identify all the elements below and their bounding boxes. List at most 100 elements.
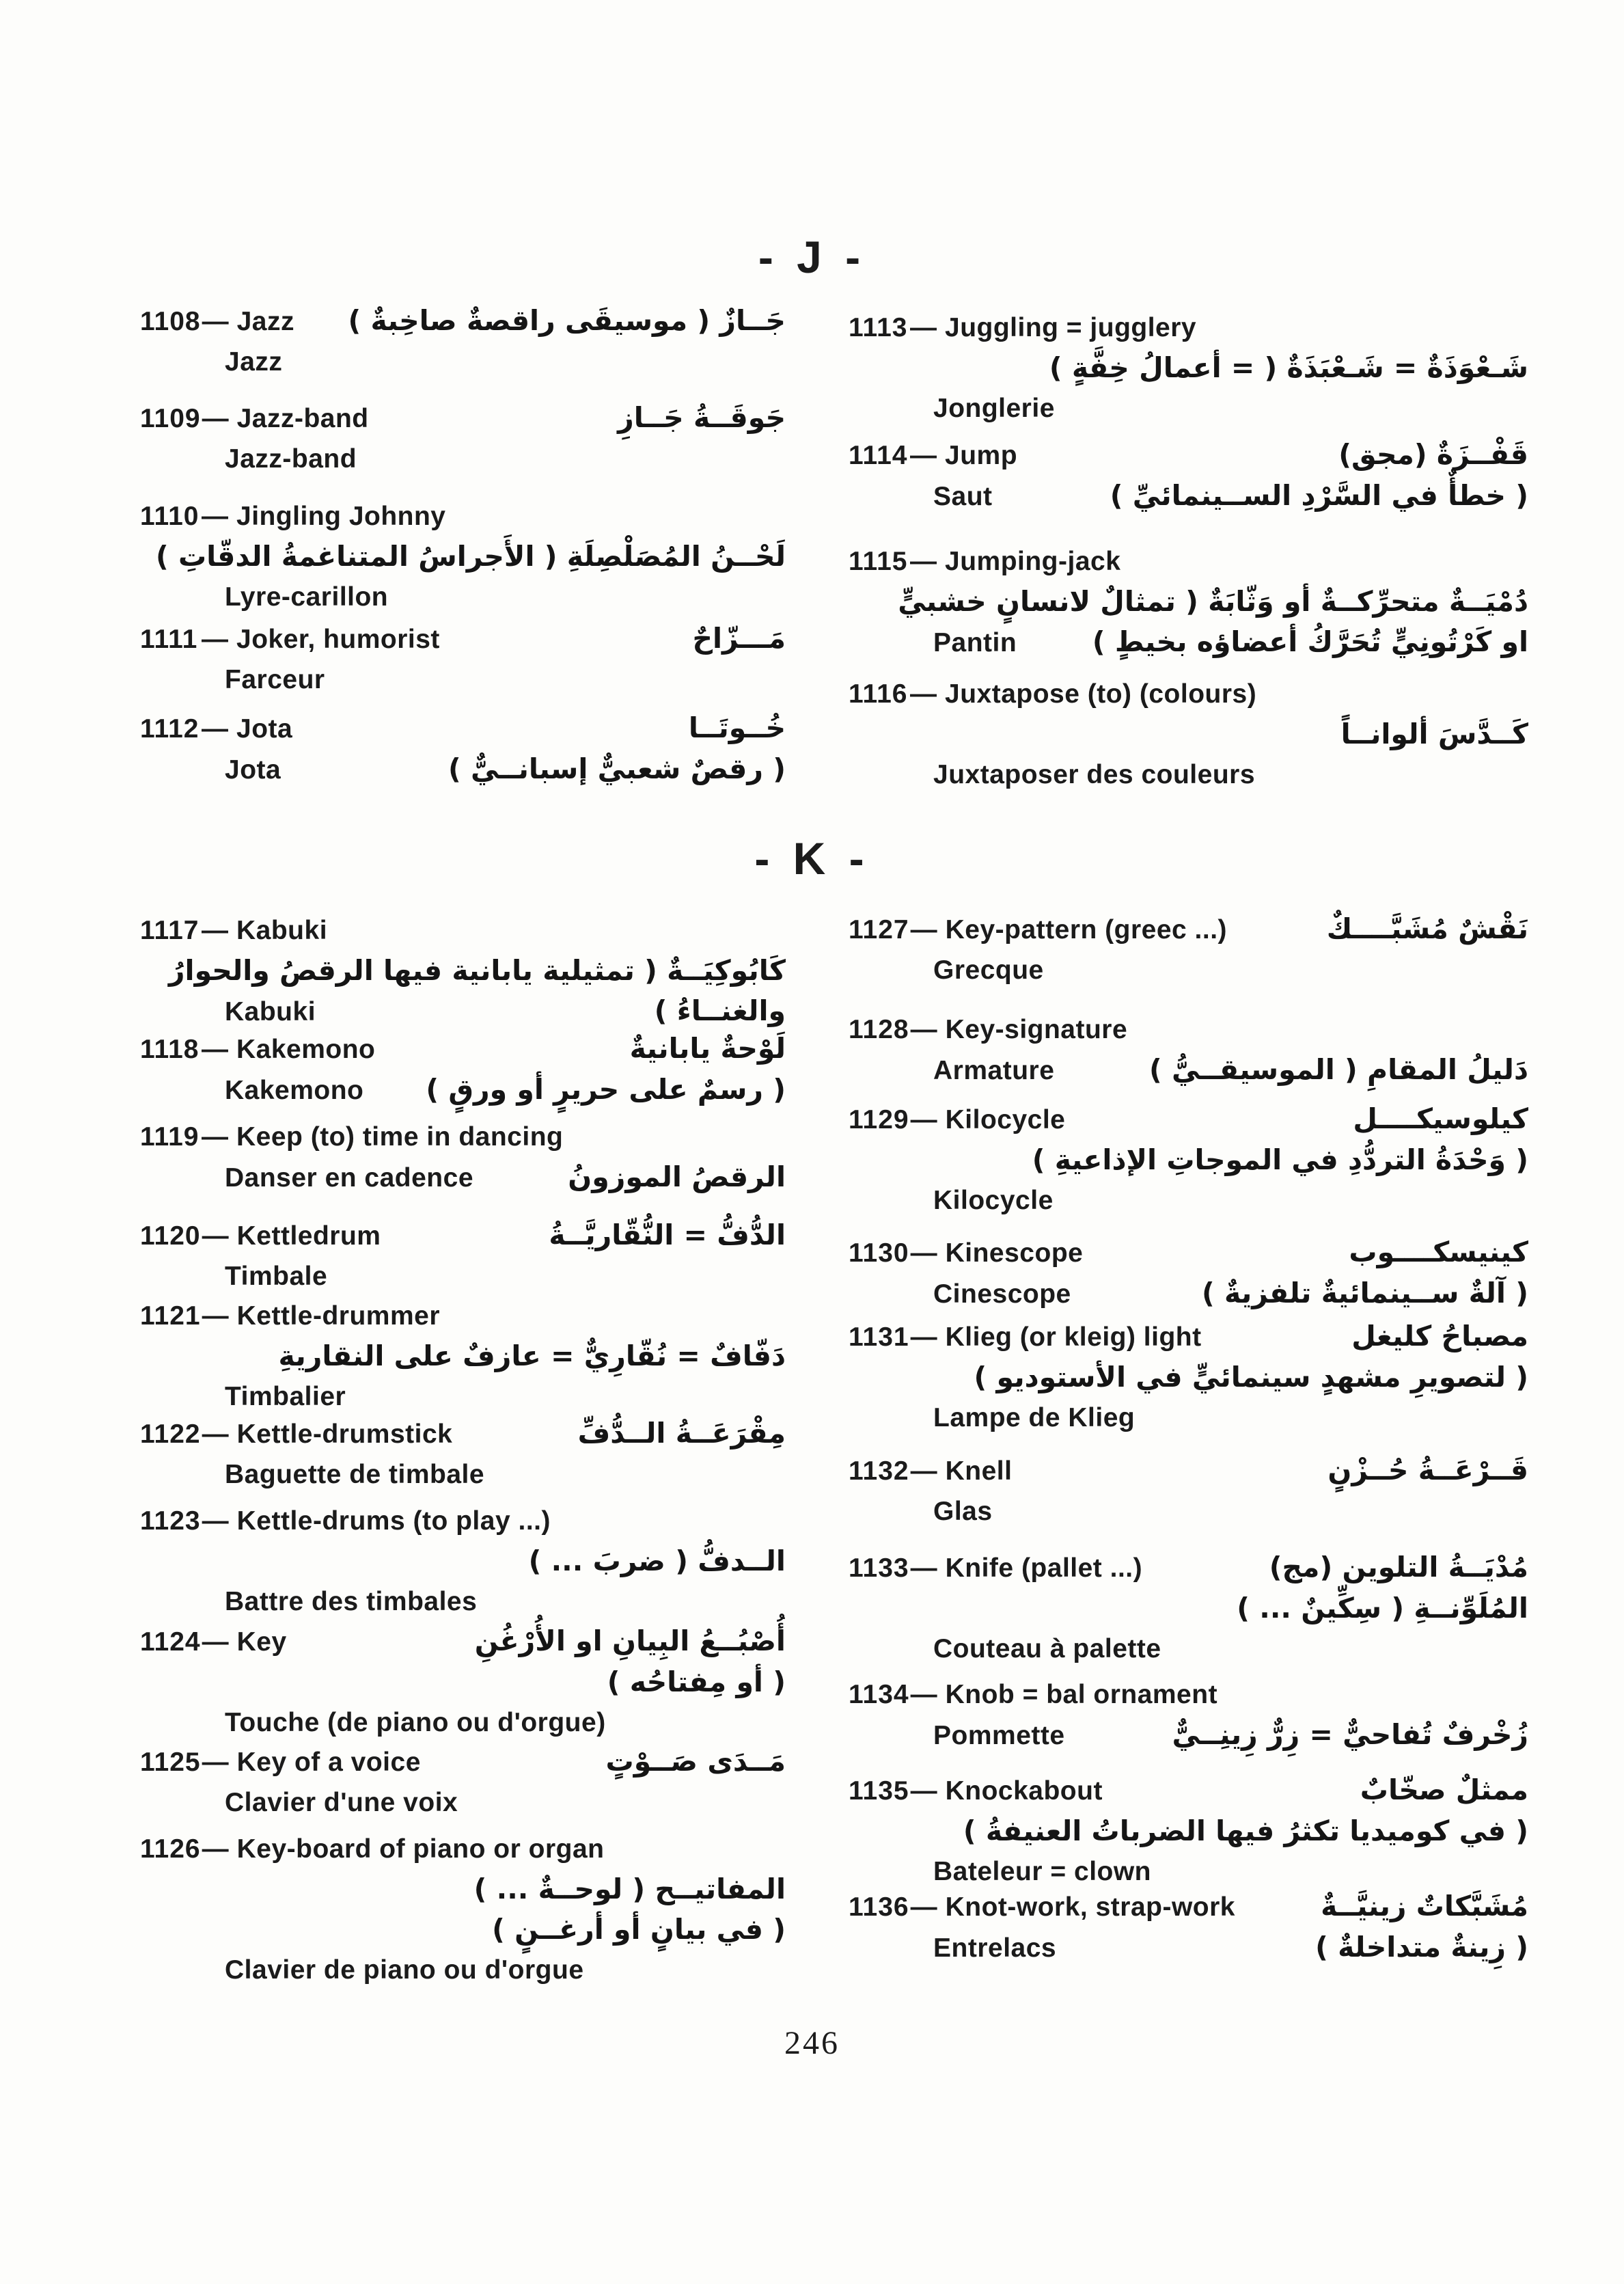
entry-dash: — [202,916,228,945]
dictionary-entry: 1131— Klieg (or kleig) light مصباحُ كليغل (… [849,1316,1528,1438]
entry-line: 1122— Kettle-drumstick مِقْرَعَــةُ الــدُ… [140,1413,786,1454]
entry-number: 1127 [849,915,909,944]
entry-line: Baguette de timbale [140,1454,786,1495]
entry-dash: — [202,404,229,433]
entry-translation-french: Clavier de piano ou d'orgue [225,1955,584,1985]
entry-arabic-text: شَـعْوَذَةٌ = شَـعْبَذَةٌ ( = أعمالُ خِف… [1049,351,1528,384]
entry-line: 1133— Knife (pallet ...) مُدْيَــةُ التلوي… [849,1547,1528,1588]
entry-line: Kilocycle [849,1180,1528,1221]
entry-line: Farceur [140,660,786,700]
entry-line: Danser en cadence الرقصُ الموزونُ [140,1157,786,1198]
entry-translation-french: Jonglerie [933,394,1055,423]
entry-line: Entrelacs ( زِينةٌ متداخلةٌ ) [849,1927,1528,1968]
dictionary-entry: 1114— Jump قَفْــزَةٌ (مجق) Saut ( خطأٌ في ا… [849,435,1528,517]
entry-number: 1114 [849,441,908,470]
entry-term-english: Knife (pallet ...) [945,1553,1143,1583]
entry-line: 1132— Knell قَــرْعَــةُ حُــزْنٍ [849,1450,1528,1491]
entry-number: 1110 [140,502,199,531]
entry-line: 1113— Juggling = jugglery [849,308,1528,348]
entry-line: 1131— Klieg (or kleig) light مصباحُ كليغل [849,1316,1528,1357]
entry-number: 1121 [140,1301,201,1331]
entry-translation-french: Armature [933,1056,1055,1085]
entry-arabic-text: ( زِينةٌ متداخلةٌ ) [1315,1931,1528,1963]
entry-term-english: Jingling Johnny [236,502,446,531]
entry-dash: — [910,1105,937,1134]
entry-line: 1118— Kakemono لَوْحةٌ يابانيةٌ [140,1029,786,1070]
entry-arabic-text: المفاتيــح ( لوحــةٌ ... ) [473,1873,786,1905]
entry-dash: — [910,1456,937,1486]
entry-arabic-text: جَــازٌ ( موسيقَى راقصةٌ صاخِبةٌ ) [348,304,786,337]
entry-arabic-text: كينيسكــــوب [1349,1236,1528,1268]
entry-line: Cinescope ( آلةٌ ســينمائيةٌ تلفزيةٌ ) [849,1273,1528,1314]
dictionary-entry: 1133— Knife (pallet ...) مُدْيَــةُ التلوي… [849,1547,1528,1669]
dictionary-entry: 1130— Kinescope كينيسكــــوب Cinescope ( آلة… [849,1232,1528,1314]
entry-number: 1123 [140,1506,201,1536]
entry-arabic-text: ( في بيانٍ أو أرغــنٍ ) [492,1913,786,1946]
entry-arabic-text: الرقصُ الموزونُ [568,1160,786,1193]
entry-line: 1129— Kilocycle كيلوسيكــــل [849,1099,1528,1140]
entry-term-english: Jota [236,714,293,744]
entry-translation-french: Juxtaposer des couleurs [933,760,1256,789]
entry-dash: — [202,1419,229,1449]
entry-translation-french: Saut [933,482,993,511]
entry-line: ( في كوميديا تكثرُ فيها الضرباتُ العنيفة… [849,1811,1528,1851]
entry-line: 1128— Key-signature [849,1009,1528,1050]
entry-dash: — [910,1553,937,1583]
dictionary-entry: 1135— Knockabout ممثلٌ صخّابٌ ( في كوميديا … [849,1770,1528,1892]
entry-term-english: Key of a voice [236,1748,421,1777]
entry-line: 1130— Kinescope كينيسكــــوب [849,1232,1528,1273]
entry-line: 1114— Jump قَفْــزَةٌ (مجق) [849,435,1528,476]
dictionary-entry: 1116— Juxtapose (to) (colours) كَــدَّسَ أ… [849,674,1528,795]
dictionary-entry: 1128— Key-signature Armature دَليلُ المقامِ… [849,1009,1528,1091]
entry-dash: — [910,679,937,709]
entry-number: 1128 [849,1015,909,1044]
entry-arabic-text: قَفْــزَةٌ (مجق) [1338,438,1528,471]
entry-line: المفاتيــح ( لوحــةٌ ... ) [140,1869,786,1909]
entry-line: 1136— Knot-work, strap-work مُشَبَّكاتٌ زي… [849,1886,1528,1927]
entry-line: كَــدَّسَ ألوانــاً [849,714,1528,754]
entry-term-english: Klieg (or kleig) light [945,1322,1202,1352]
dictionary-entry: 1136— Knot-work, strap-work مُشَبَّكاتٌ زي… [849,1886,1528,1968]
entry-number: 1117 [140,916,199,945]
entry-line: Armature دَليلُ المقامِ ( الموسيقــيُّ ) [849,1050,1528,1091]
entry-arabic-text: لَحْــنُ المُصَلْصِلَةِ ( الأَجراسُ المت… [155,540,786,573]
entry-dash: — [202,1834,229,1864]
entry-term-english: Kettle-drums (to play ...) [236,1506,551,1536]
entry-dash: — [202,1122,228,1152]
entry-number: 1129 [849,1105,909,1134]
entry-dash: — [910,313,937,342]
entry-line: ( وَحْدَةُ التردُّدِ في الموجاتِ الإذاعي… [849,1140,1528,1180]
entry-number: 1109 [140,404,201,433]
entry-arabic-text: دُمْيَــةٌ متحرِّكــةٌ أو وَثّابَةٌ ( تم… [898,585,1528,618]
entry-line: Jazz [140,342,786,382]
entry-line: 1124— Key أُصْبُــعُ البِيانِ او الأُرْغُن… [140,1621,786,1662]
entry-line: ( في بيانٍ أو أرغــنٍ ) [140,1909,786,1950]
entry-number: 1131 [849,1322,909,1352]
entry-number: 1119 [140,1122,199,1152]
entry-line: Jonglerie [849,388,1528,429]
entry-translation-french: Baguette de timbale [225,1460,485,1489]
entry-translation-french: Timbalier [225,1382,346,1411]
entry-dash: — [202,1035,228,1064]
entry-number: 1136 [849,1892,909,1922]
entry-line: Lyre-carillon [140,577,786,617]
entry-line: Saut ( خطأٌ في السَّرْدِ الســينمائيِّ ) [849,476,1528,517]
entry-translation-french: Pommette [933,1721,1065,1750]
dictionary-entry: 1125— Key of a voice مَــدَى صَــوْتٍ Clavi… [140,1741,786,1823]
entry-translation-french: Grecque [933,955,1044,985]
entry-arabic-text: مُدْيَــةُ التلوين (مج) [1269,1551,1528,1583]
entry-translation-french: Danser en cadence [225,1163,474,1193]
entry-term-english: Kettle-drumstick [236,1419,453,1449]
entry-dash: — [202,1301,229,1331]
entry-translation-french: Cinescope [933,1279,1071,1309]
entry-arabic-text: ( آلةٌ ســينمائيةٌ تلفزيةٌ ) [1202,1277,1528,1309]
entry-translation-french: Kakemono [225,1076,364,1105]
entry-translation-french: Jazz-band [225,444,357,474]
dictionary-entry: 1129— Kilocycle كيلوسيكــــل ( وَحْدَةُ الت… [849,1099,1528,1221]
entry-term-english: Jumping-jack [945,547,1121,576]
entry-arabic-text: ( أو مِفتاحُه ) [607,1666,786,1698]
entry-arabic-text: أُصْبُــعُ البِيانِ او الأُرْغُنِ [474,1624,786,1657]
entry-line: Clavier de piano ou d'orgue [140,1950,786,1990]
entry-arabic-text: الدُّفُّ = النُّقّاريَّــةُ [549,1219,786,1251]
entry-number: 1132 [849,1456,909,1486]
